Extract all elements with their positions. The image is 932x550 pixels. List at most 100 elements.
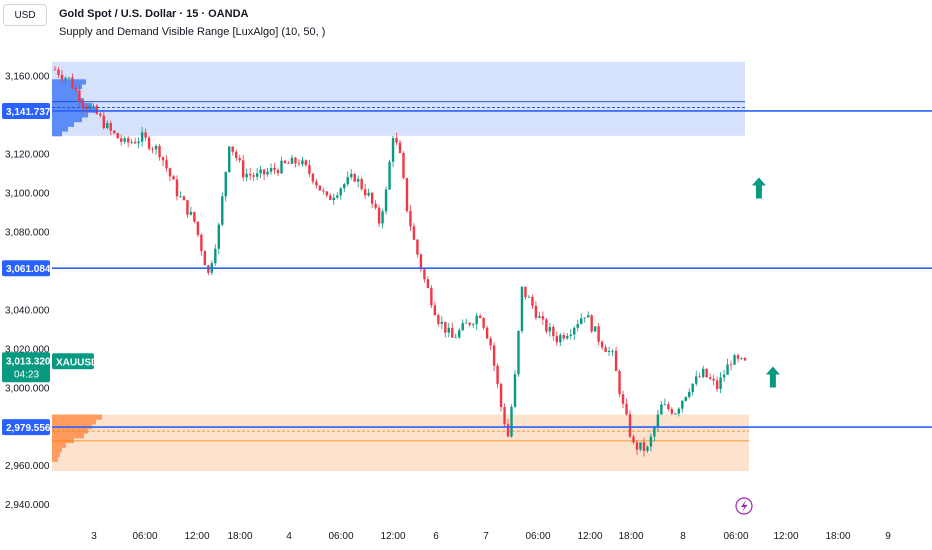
time-tick-label: 7 [483, 531, 489, 542]
time-tick-label: 12:00 [773, 531, 798, 542]
candle-body [688, 391, 691, 397]
supply-profile-bar [52, 102, 92, 109]
price-tick-label: 3,120.000 [5, 149, 50, 160]
candle-body [611, 350, 614, 352]
supply-profile-bar [52, 126, 68, 132]
candle-body [64, 77, 67, 80]
candle-body [252, 175, 255, 177]
candle-body [322, 190, 325, 192]
symbol-tag-bg [52, 353, 94, 370]
candle-body [475, 315, 478, 325]
supply-profile-bar [52, 107, 96, 113]
time-tick-label: 9 [885, 531, 891, 542]
candle-body [109, 123, 112, 131]
candle-body [705, 368, 708, 378]
candle-body [297, 163, 301, 165]
candle-body [329, 195, 332, 200]
resistance-price-label-bg [2, 102, 50, 119]
candle-body [182, 196, 186, 201]
time-tick-label: 18:00 [825, 531, 850, 542]
candle-body [154, 145, 158, 150]
time-tick-label: 12:00 [184, 531, 209, 542]
candle-body [496, 365, 499, 384]
candle-body [255, 173, 259, 177]
demand-profile-bar [52, 447, 62, 453]
candle-body [566, 336, 569, 339]
candle-body [315, 181, 318, 186]
candle-body [440, 321, 444, 324]
candle-body [311, 173, 315, 182]
candle-body [189, 211, 193, 215]
candle-body [99, 113, 102, 116]
candle-body [158, 145, 161, 158]
candle-body [200, 234, 203, 252]
candle-body [92, 105, 95, 107]
candle-body [433, 305, 437, 316]
candle-body [287, 162, 290, 164]
supply-profile-bar [52, 88, 78, 94]
candle-body [468, 322, 471, 325]
demand-zone [52, 414, 749, 472]
candle-body [447, 327, 450, 333]
candle-body [193, 211, 196, 222]
time-tick-label: 8 [680, 531, 686, 542]
candle-body [350, 173, 353, 178]
currency-button[interactable]: USD [3, 4, 47, 26]
candle-body [545, 319, 548, 332]
candle-body [409, 210, 412, 227]
zones-layer [52, 61, 749, 472]
candle-body [130, 141, 133, 143]
candle-body [168, 168, 172, 177]
candle-body [60, 74, 64, 80]
candle-body [604, 347, 607, 353]
candle-body [133, 141, 137, 144]
time-tick-label: 4 [286, 531, 292, 542]
axis-layer: 3,160.000 3,120.000 3,100.000 3,080.000 3,04… [2, 71, 891, 542]
candle-body [398, 142, 402, 153]
candle-body [681, 400, 684, 409]
demand-profile-bar [52, 419, 96, 425]
candle-body [71, 77, 74, 89]
candle-body [503, 407, 506, 425]
candle-body [336, 195, 339, 198]
indicator-label[interactable]: Supply and Demand Visible Range [LuxAlgo… [59, 26, 326, 38]
candle-body [465, 322, 468, 324]
candle-body [106, 123, 109, 129]
candle-body [485, 327, 489, 339]
candle-body [367, 192, 370, 196]
time-tick-label: 06:00 [525, 531, 550, 542]
supply-profile-bar [52, 131, 62, 137]
arrows-layer [751, 177, 780, 388]
lightning-icon[interactable] [735, 497, 753, 515]
supply-profile-bar [52, 79, 86, 85]
candle-body [451, 327, 454, 338]
candle-body [217, 224, 220, 249]
candle-body [238, 157, 241, 161]
price-tick-label: 3,040.000 [5, 305, 50, 316]
candle-body [499, 383, 503, 408]
candle-body [57, 69, 60, 75]
price-tick-label: 3,100.000 [5, 188, 50, 199]
candle-body [541, 316, 545, 320]
candle-body [482, 317, 485, 328]
candle-body [123, 138, 126, 142]
candle-body [161, 157, 165, 161]
candle-body [513, 374, 517, 407]
candle-body [165, 160, 168, 169]
candle-body [736, 355, 740, 359]
supply-profile-bar [52, 98, 84, 104]
candle-body [586, 315, 590, 318]
candle-body [126, 138, 130, 143]
candle-body [85, 107, 88, 110]
candle-body [308, 165, 311, 174]
candle-body [646, 446, 649, 451]
candle-body [639, 442, 642, 450]
candle-body [722, 374, 726, 378]
candle-body [454, 337, 457, 339]
candle-body [360, 178, 363, 190]
candle-body [147, 137, 151, 149]
candle-body [228, 146, 231, 172]
candle-body [412, 226, 416, 240]
candle-body [332, 197, 335, 200]
